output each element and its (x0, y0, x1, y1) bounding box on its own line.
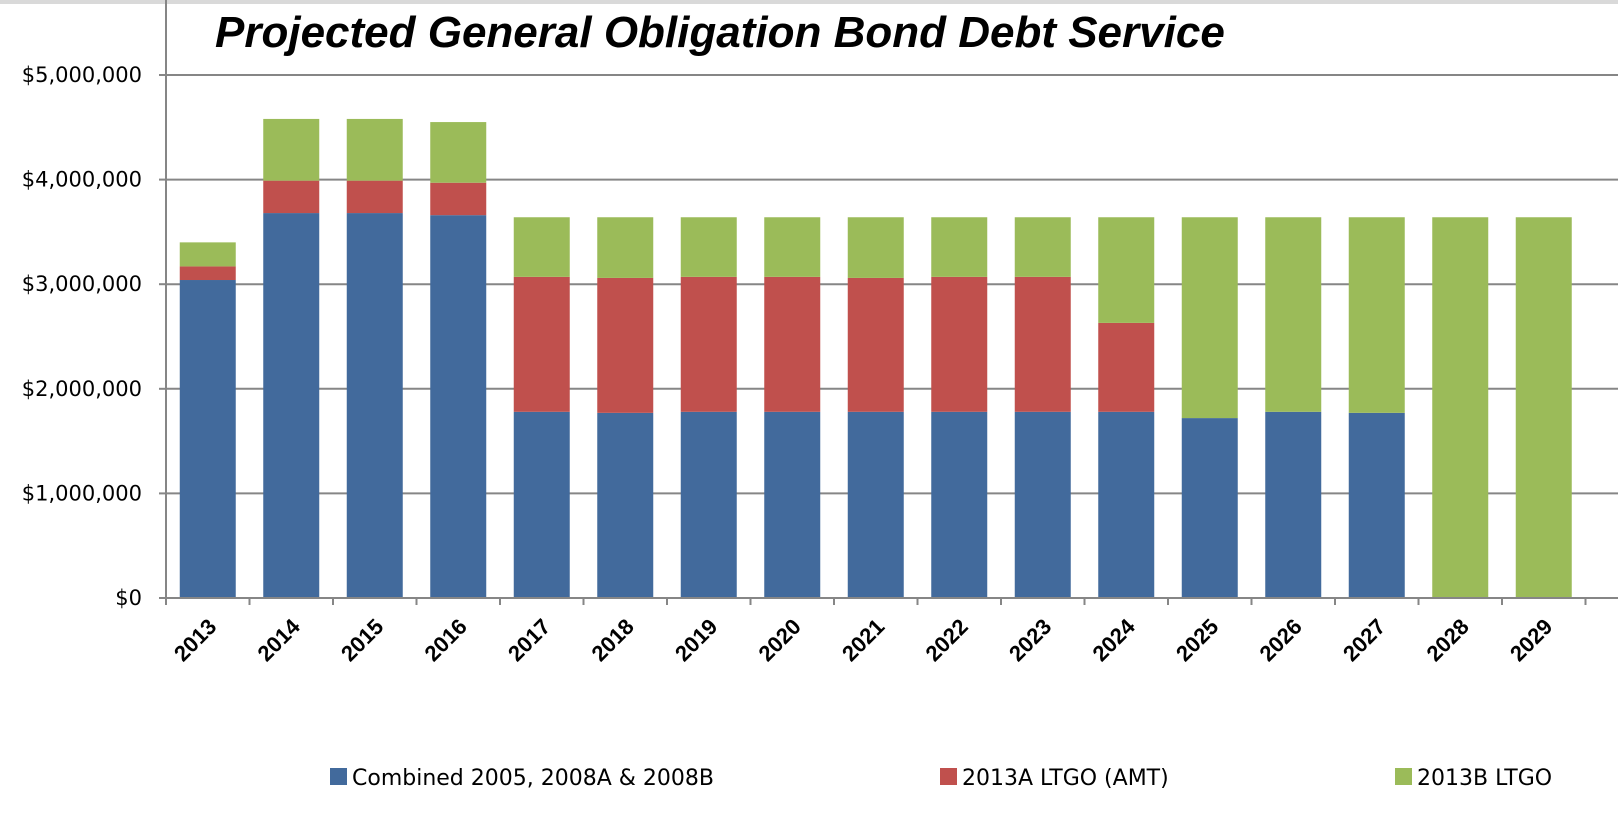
y-tick-label-5: $5,000,000 (22, 63, 142, 87)
y-axis-ticks: $0 $1,000,000 $2,000,000 $3,000,000 $4,000,0… (22, 63, 166, 610)
bar-2024-series-0 (1098, 411, 1155, 598)
x-tick-label-2028: 2028 (1421, 614, 1473, 666)
bar-2016-series-1 (430, 182, 487, 216)
bar-2025-series-0 (1181, 418, 1238, 598)
chart-title: Projected General Obligation Bond Debt S… (215, 8, 1225, 57)
legend-label-1: 2013A LTGO (AMT) (962, 766, 1169, 791)
legend-swatch-0 (330, 768, 347, 785)
legend-label-0: Combined 2005, 2008A & 2008B (352, 766, 714, 791)
top-border-strip (0, 0, 1618, 4)
bar-2023-series-0 (1014, 411, 1071, 598)
bar-2020-series-0 (764, 411, 821, 598)
x-tick-label-2018: 2018 (586, 614, 638, 666)
x-tick-label-2020: 2020 (753, 614, 805, 666)
bar-2013-series-1 (179, 266, 236, 281)
x-tick-label-2027: 2027 (1338, 614, 1390, 666)
bar-2015-series-1 (346, 180, 403, 214)
bar-2028-series-2 (1432, 217, 1489, 599)
x-tick-label-2021: 2021 (837, 614, 889, 666)
bar-2016-series-2 (430, 122, 487, 183)
bar-2015-series-2 (346, 118, 403, 181)
legend: Combined 2005, 2008A & 2008B 2013A LTGO (… (330, 766, 1552, 791)
legend-swatch-1 (940, 768, 957, 785)
bar-2013-series-2 (179, 242, 236, 267)
bar-2014-series-2 (263, 118, 320, 181)
legend-swatch-2 (1395, 768, 1412, 785)
bar-2017-series-2 (513, 217, 570, 277)
bar-2014-series-1 (263, 180, 320, 214)
x-tick-label-2029: 2029 (1505, 614, 1557, 666)
bar-2020-series-1 (764, 276, 821, 412)
x-tick-label-2026: 2026 (1254, 614, 1306, 666)
bar-2014-series-0 (263, 213, 320, 598)
x-axis-ticks: 2013 2014 2015 2016 2017 2018 2019 2020 2021 2022… (165, 598, 1587, 666)
bar-2027-series-2 (1348, 217, 1405, 413)
x-tick-label-2014: 2014 (252, 613, 305, 666)
x-tick-label-2022: 2022 (920, 614, 972, 666)
bar-2015-series-0 (346, 213, 403, 598)
x-tick-label-2013: 2013 (169, 614, 221, 666)
x-tick-label-2019: 2019 (670, 614, 722, 666)
x-tick-label-2015: 2015 (336, 614, 388, 666)
bar-2021-series-1 (847, 277, 904, 412)
bar-2022-series-2 (931, 217, 988, 277)
bars (179, 118, 1572, 599)
bar-2020-series-2 (764, 217, 821, 277)
bar-2017-series-0 (513, 411, 570, 598)
bar-2027-series-0 (1348, 412, 1405, 598)
bar-2029-series-2 (1515, 217, 1572, 599)
bar-2026-series-2 (1265, 217, 1322, 412)
y-tick-label-2: $2,000,000 (22, 377, 142, 401)
x-tick-label-2016: 2016 (419, 614, 471, 666)
x-tick-label-2023: 2023 (1004, 614, 1056, 666)
bar-2023-series-2 (1014, 217, 1071, 277)
y-tick-label-3: $3,000,000 (22, 272, 142, 296)
x-tick-label-2024: 2024 (1087, 613, 1140, 666)
bar-2021-series-2 (847, 217, 904, 278)
bar-2013-series-0 (179, 280, 236, 598)
bar-2026-series-0 (1265, 411, 1322, 598)
bar-2019-series-1 (680, 276, 737, 412)
bar-2018-series-1 (597, 277, 654, 413)
legend-label-2: 2013B LTGO (1417, 766, 1552, 791)
bar-2024-series-1 (1098, 322, 1155, 412)
bar-2017-series-1 (513, 276, 570, 412)
bar-2019-series-0 (680, 411, 737, 598)
bar-2018-series-2 (597, 217, 654, 278)
bar-2024-series-2 (1098, 217, 1155, 323)
bar-2019-series-2 (680, 217, 737, 277)
x-tick-label-2025: 2025 (1171, 614, 1223, 666)
y-tick-label-4: $4,000,000 (22, 168, 142, 192)
bar-2022-series-1 (931, 276, 988, 412)
bar-2021-series-0 (847, 411, 904, 598)
bar-2018-series-0 (597, 412, 654, 598)
bar-2023-series-1 (1014, 276, 1071, 412)
x-tick-label-2017: 2017 (503, 614, 555, 666)
y-tick-label-0: $0 (115, 586, 142, 610)
bar-2016-series-0 (430, 215, 487, 598)
y-tick-label-1: $1,000,000 (22, 481, 142, 505)
bar-2022-series-0 (931, 411, 988, 598)
bar-2025-series-2 (1181, 217, 1238, 419)
